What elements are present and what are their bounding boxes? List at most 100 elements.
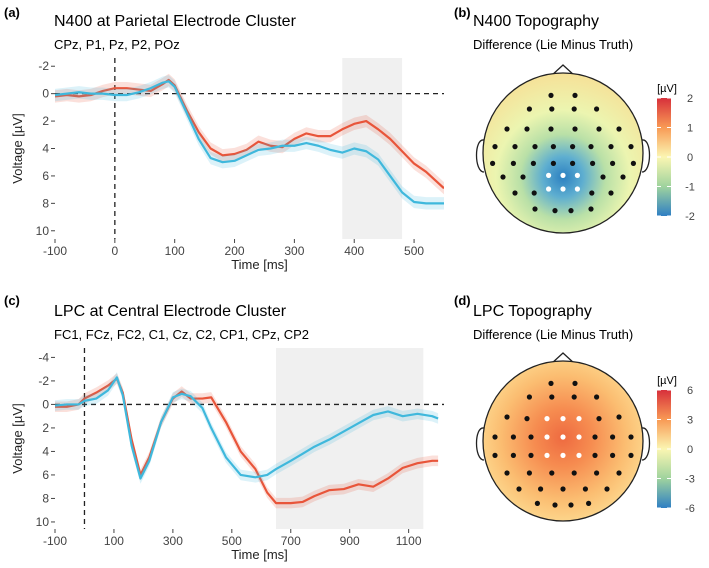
panel-d-subtitle: Difference (Lie Minus Truth) [473,327,633,342]
y-tick-label: 2 [42,114,49,128]
electrode-dot-highlight [560,186,566,192]
y-tick-label: -2 [38,374,49,388]
head-left-ear [475,139,485,173]
electrode-dot [492,144,498,150]
y-tick-label: 6 [42,468,49,482]
electrode-dot [510,434,516,440]
electrode-dot [550,160,557,166]
electrode-dot [604,486,610,492]
series-group [55,372,439,509]
electrode-dot [592,434,598,440]
x-tick-label: 500 [222,534,242,548]
x-tick-label: 200 [225,244,245,258]
electrode-dot [550,144,557,150]
x-axis-label: Time [ms] [231,547,288,562]
colorbar-tick-label: 3 [687,415,693,427]
colorbar-d-label: [µV] [657,375,677,387]
electrode-dot [531,190,537,196]
electrode-dot [526,106,533,112]
topomap-d [475,352,651,522]
colorbar-tick-label: -1 [685,182,695,194]
electrode-dot [549,394,555,400]
electrode-dot [552,502,558,508]
electrode-dot [549,106,555,112]
panel-d: (d) LPC Topography Difference (Lie Minus… [454,293,695,522]
electrode-dot [560,486,566,492]
electrode-dot [548,380,554,386]
electrode-dot [492,434,498,440]
panel-c-title: LPC at Central Electrode Cluster [54,303,287,320]
y-tick-label: 10 [36,224,50,238]
electrode-dot [534,500,541,506]
electrode-dot-highlight [560,434,566,440]
electrodes-d [492,380,634,508]
electrode-dot [628,452,634,458]
x-tick-label: -100 [43,534,67,548]
electrode-dot [516,486,522,492]
electrode-dot [596,126,602,132]
electrode-dot [490,160,496,166]
electrode-dot [596,416,602,422]
y-tick-label: 8 [42,196,49,210]
colorbar-tick-label: -2 [685,211,695,223]
x-tick-label: 100 [104,534,124,548]
electrode-dot [594,106,600,112]
series-group [55,73,444,210]
electrode-dot [610,452,616,458]
x-tick-label: 300 [284,244,304,258]
electrode-dot-highlight [574,186,581,192]
panel-b-label: (b) [454,5,471,20]
electrode-dot [572,126,578,132]
electrode-dot [572,380,578,386]
electrode-dot [586,500,592,506]
panel-d-label: (d) [454,293,471,308]
electrode-dot [570,160,576,166]
electrode-dot-highlight [546,172,552,178]
electrode-dot [590,160,596,166]
colorbar-tick-label: 2 [687,93,693,105]
electrode-dot [616,470,622,476]
y-tick-label: 4 [42,444,49,458]
electrode-dot [530,160,537,166]
electrode-dot [628,434,634,440]
x-tick-label: 400 [344,244,364,258]
electrode-dot [620,174,626,180]
panel-b-subtitle: Difference (Lie Minus Truth) [473,37,633,52]
electrode-dot [504,470,510,476]
electrode-dot-highlight [560,172,566,178]
y-tick-label: 10 [36,515,50,529]
panel-d-title: LPC Topography [473,303,592,320]
electrode-dot [600,174,606,180]
x-tick-label: 1100 [396,534,422,548]
electrode-dot [594,470,600,476]
panel-a-title: N400 at Parietal Electrode Cluster [54,13,297,30]
shaded-window [276,348,424,529]
electrode-dot [528,434,534,440]
y-axis-label: Voltage [µV] [10,113,25,183]
electrode-dot [492,452,498,458]
x-tick-label: 300 [163,534,183,548]
panel-a: (a) N400 at Parietal Electrode Cluster C… [4,5,444,272]
electrode-dot [524,416,530,422]
head-outline [482,72,644,234]
y-tick-label: 0 [42,87,49,101]
panel-b: (b) N400 Topography Difference (Lie Minu… [454,5,695,234]
electrode-dot [610,160,616,166]
colorbar-tick-label: -6 [685,503,695,515]
chart-a: -2 0 2 4 6 8 10 -100 0 100 200 300 400 500 Time [ms] Vo… [10,58,444,272]
electrodes-b [490,92,637,214]
y-tick-label: 8 [42,491,49,505]
y-axis-label: Voltage [µV] [10,403,25,473]
electrode-dot [568,502,574,508]
colorbar-tick-label: 0 [687,444,693,456]
electrode-dot [538,486,544,492]
electrode-dot [588,144,594,150]
electrode-dot-highlight [544,452,550,458]
series-line-blue [55,376,439,480]
colorbar-b-label: [µV] [657,83,677,95]
electrode-dot [520,174,526,180]
head-left-ear [475,427,485,461]
panel-a-label: (a) [4,5,20,20]
electrode-dot [510,452,516,458]
